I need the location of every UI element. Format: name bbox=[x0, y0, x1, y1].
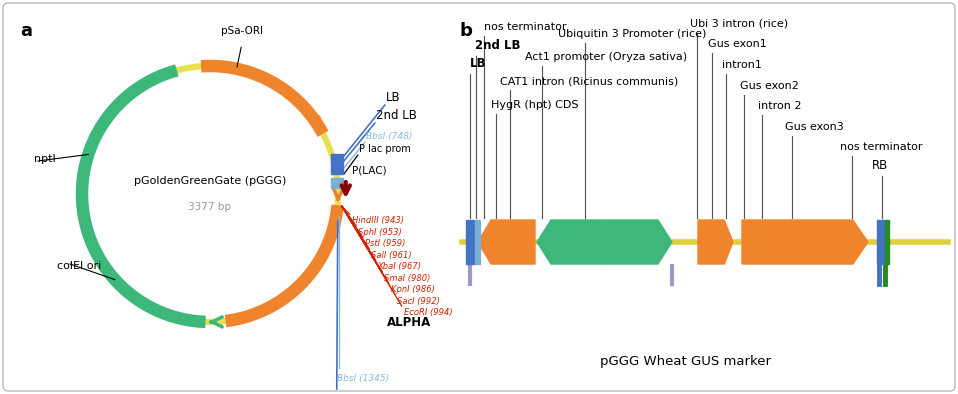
FancyArrow shape bbox=[478, 220, 535, 264]
Text: Gus exon1: Gus exon1 bbox=[708, 39, 766, 49]
Text: pGoldenGreenGate (pGGG): pGoldenGreenGate (pGGG) bbox=[134, 176, 286, 186]
FancyBboxPatch shape bbox=[3, 3, 955, 391]
Text: P lac prom: P lac prom bbox=[358, 144, 411, 154]
Text: SmaI (980): SmaI (980) bbox=[384, 274, 431, 282]
Text: Gus exon2: Gus exon2 bbox=[740, 81, 799, 91]
Text: HindIII (943): HindIII (943) bbox=[352, 216, 403, 225]
FancyArrow shape bbox=[742, 220, 868, 264]
FancyArrow shape bbox=[604, 220, 672, 264]
Bar bbox=[877, 220, 883, 264]
Text: P(LAC): P(LAC) bbox=[352, 165, 386, 175]
Text: KpnI (986): KpnI (986) bbox=[391, 285, 435, 294]
Text: intron1: intron1 bbox=[722, 60, 762, 70]
Text: SalI (961): SalI (961) bbox=[372, 251, 412, 260]
Text: Ubiquitin 3 Promoter (rice): Ubiquitin 3 Promoter (rice) bbox=[558, 29, 706, 39]
Text: HygR (hpt) CDS: HygR (hpt) CDS bbox=[491, 100, 579, 110]
FancyArrow shape bbox=[698, 220, 733, 264]
Text: CAT1 intron (Ricinus communis): CAT1 intron (Ricinus communis) bbox=[500, 76, 678, 86]
Text: intron 2: intron 2 bbox=[758, 101, 802, 111]
Text: 2nd LB: 2nd LB bbox=[475, 39, 520, 52]
Text: Ubi 3 intron (rice): Ubi 3 intron (rice) bbox=[690, 19, 788, 29]
Bar bbox=[331, 178, 343, 188]
Text: pGGG Wheat GUS marker: pGGG Wheat GUS marker bbox=[600, 355, 770, 368]
Text: nptI: nptI bbox=[34, 154, 56, 164]
Bar bbox=[885, 220, 889, 264]
Text: ALPHA: ALPHA bbox=[387, 316, 431, 329]
Text: b: b bbox=[460, 22, 473, 40]
Bar bbox=[475, 220, 480, 264]
Text: Act1 promoter (Oryza sativa): Act1 promoter (Oryza sativa) bbox=[525, 52, 687, 62]
Bar bbox=[467, 220, 473, 264]
Text: LB: LB bbox=[386, 91, 400, 104]
Text: XbaI (967): XbaI (967) bbox=[377, 262, 422, 271]
Text: BbsI (748): BbsI (748) bbox=[366, 132, 412, 141]
Text: SphI (953): SphI (953) bbox=[358, 228, 402, 237]
Bar bbox=[331, 154, 343, 174]
Text: nos terminator: nos terminator bbox=[840, 142, 923, 152]
Text: Gus exon3: Gus exon3 bbox=[785, 122, 844, 132]
Text: EcoRI (994): EcoRI (994) bbox=[403, 308, 452, 317]
Text: BbsI (1345): BbsI (1345) bbox=[337, 374, 389, 383]
FancyArrow shape bbox=[537, 220, 604, 264]
Text: colEI ori: colEI ori bbox=[57, 261, 102, 271]
Text: RB: RB bbox=[872, 159, 888, 172]
Text: 2nd LB: 2nd LB bbox=[376, 109, 417, 122]
Text: nos terminator: nos terminator bbox=[484, 22, 566, 32]
Text: PstI (959): PstI (959) bbox=[365, 239, 405, 248]
Text: SacI (992): SacI (992) bbox=[398, 297, 440, 306]
Text: pSa-ORI: pSa-ORI bbox=[221, 26, 263, 36]
Text: a: a bbox=[20, 22, 32, 40]
Text: 3377 bp: 3377 bp bbox=[189, 202, 232, 212]
Text: LB: LB bbox=[470, 57, 487, 70]
